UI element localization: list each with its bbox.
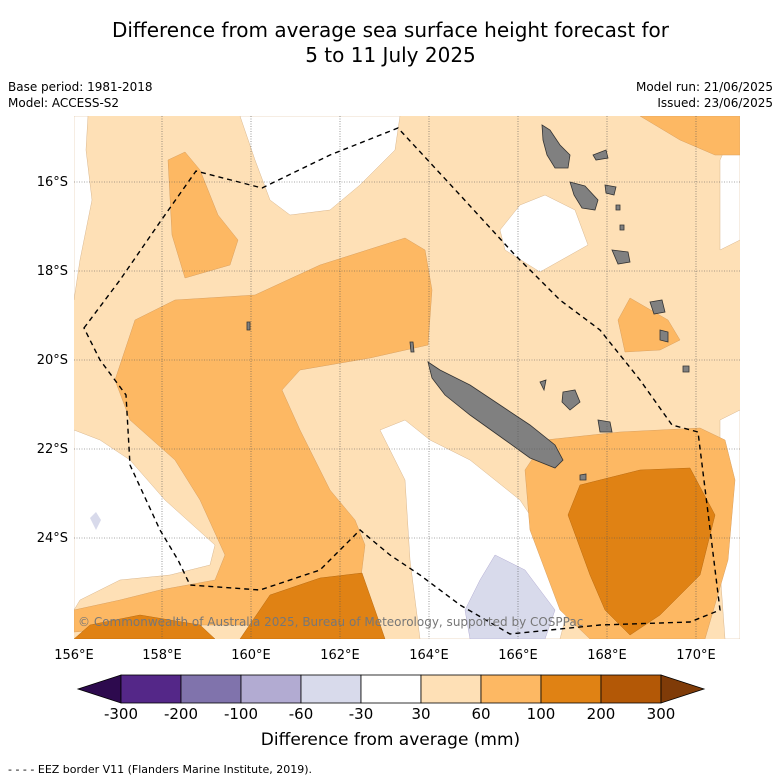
lat-tick: 18°S (37, 264, 68, 279)
land-vanuatu (541, 124, 571, 169)
colorbar-extend-high (660, 674, 706, 704)
lat-tick: 20°S (37, 353, 68, 368)
colorbar-segment (540, 674, 602, 704)
title-line-1: Difference from average sea surface heig… (111, 18, 670, 42)
lat-tick: 22°S (37, 442, 68, 457)
gridlines (74, 116, 740, 639)
colorbar-label: -200 (163, 705, 199, 723)
lon-tick: 156°E (54, 648, 94, 663)
colorbar-label: 100 (526, 705, 556, 723)
land-islet (615, 204, 621, 211)
latitude-ticks: 16°S 18°S 20°S 22°S 24°S (37, 175, 68, 546)
title-line-2: 5 to 11 July 2025 (305, 43, 476, 67)
lon-tick: 160°E (231, 648, 271, 663)
land-vanuatu (649, 299, 666, 315)
colorbar-extend-low (76, 674, 122, 704)
colorbar-label: 200 (586, 705, 616, 723)
lon-tick: 158°E (142, 648, 182, 663)
anomaly-region-neutral (74, 116, 93, 301)
meta-left: Base period: 1981-2018 Model: ACCESS-S2 (8, 79, 153, 111)
colorbar-label: 60 (471, 705, 491, 723)
colorbar-segment (300, 674, 362, 704)
colorbar-segment (420, 674, 482, 704)
lon-tick: 170°E (676, 648, 716, 663)
lon-tick: 162°E (320, 648, 360, 663)
longitude-ticks: 156°E 158°E 160°E 162°E 164°E 166°E 168°… (54, 648, 716, 663)
lon-tick: 166°E (498, 648, 538, 663)
land-vanuatu (611, 249, 631, 265)
anomaly-region-negative (90, 512, 101, 530)
land-vanuatu (569, 181, 599, 211)
model-run: Model run: 21/06/2025 (635, 80, 773, 94)
land-vanuatu (604, 184, 617, 196)
colorbar-segment (480, 674, 542, 704)
colorbar-segment (360, 674, 422, 704)
colorbar-segment (180, 674, 242, 704)
colorbar-segment (240, 674, 302, 704)
anomaly-band-100-200 (567, 467, 716, 636)
colorbar-segment (600, 674, 662, 704)
lon-tick: 168°E (587, 648, 627, 663)
colorbar-label: 30 (411, 705, 431, 723)
land-loyalty-islands (561, 389, 581, 411)
land-islet (579, 473, 587, 481)
map-title: Difference from average sea surface heig… (0, 18, 781, 68)
colorbar-label: 300 (646, 705, 676, 723)
eez-border (83, 127, 721, 635)
anomaly-band-100-200 (239, 572, 386, 639)
anomaly-band-60-100 (639, 116, 740, 156)
anomaly-band-60-100 (167, 151, 239, 279)
colorbar (76, 674, 706, 704)
land-islet (682, 365, 690, 373)
lat-tick: 24°S (37, 531, 68, 546)
meta-right: Model run: 21/06/2025 Issued: 23/06/2025 (636, 79, 773, 111)
land-islet (246, 321, 251, 331)
land-islet (409, 341, 415, 353)
colorbar-title: Difference from average (mm) (260, 730, 521, 750)
land-islet (619, 224, 625, 231)
colorbar-segment (120, 674, 182, 704)
lon-tick: 164°E (409, 648, 449, 663)
model-name: Model: ACCESS-S2 (8, 96, 120, 110)
eez-legend-note: - - - - EEZ border V11 (Flanders Marine … (8, 763, 313, 776)
land-islet (659, 329, 669, 343)
lat-tick: 16°S (37, 175, 68, 190)
colorbar-label: -60 (288, 705, 314, 723)
anomaly-region-neutral (499, 194, 589, 273)
map-area: © Commonwealth of Australia 2025, Bureau… (74, 116, 740, 639)
colorbar-label: -300 (103, 705, 139, 723)
land-islet (539, 379, 547, 392)
colorbar-label: -30 (348, 705, 374, 723)
land-new-caledonia (427, 361, 564, 469)
land-vanuatu (592, 149, 609, 161)
colorbar-label: -100 (223, 705, 259, 723)
base-period: Base period: 1981-2018 (8, 80, 153, 94)
anomaly-region-negative (464, 554, 556, 639)
anomaly-band-100-200 (74, 614, 216, 639)
anomaly-band-60-100 (74, 237, 433, 633)
copyright-notice: © Commonwealth of Australia 2025, Bureau… (78, 615, 583, 629)
land-loyalty-islands (597, 419, 613, 433)
issued-date: Issued: 23/06/2025 (657, 96, 773, 110)
